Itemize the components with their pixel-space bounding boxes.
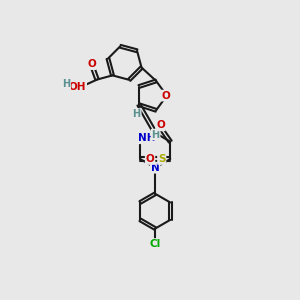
Text: H: H xyxy=(152,130,160,140)
Text: Cl: Cl xyxy=(150,239,161,249)
Text: O: O xyxy=(87,59,96,69)
Text: O: O xyxy=(156,120,165,130)
Text: S: S xyxy=(158,154,166,164)
Text: H: H xyxy=(133,109,141,119)
Text: H: H xyxy=(62,79,70,89)
Text: O: O xyxy=(146,154,154,164)
Text: O: O xyxy=(161,91,170,100)
Text: OH: OH xyxy=(69,82,86,92)
Text: N: N xyxy=(151,163,160,173)
Text: NH: NH xyxy=(138,133,155,143)
